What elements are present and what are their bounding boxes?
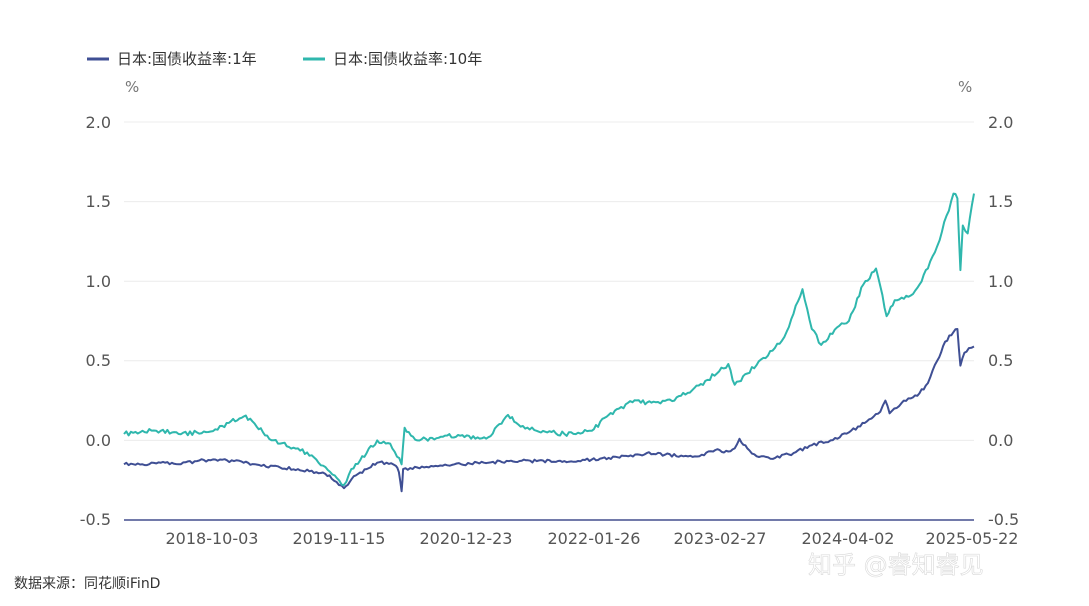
legend: 日本:国债收益率:1年 日本:国债收益率:10年 — [87, 50, 482, 68]
right-y-tick: 1.0 — [988, 272, 1013, 291]
legend-label-1y: 日本:国债收益率:1年 — [117, 50, 257, 68]
right-y-tick: -0.5 — [988, 510, 1019, 529]
x-tick: 2024-04-02 — [802, 529, 895, 548]
x-axis: 2018-10-03 2019-11-15 2020-12-23 2022-01… — [166, 529, 1019, 548]
series-line-1y — [123, 328, 975, 493]
right-y-tick: 2.0 — [988, 113, 1013, 132]
watermark: 知乎 @睿知睿见 — [808, 551, 984, 579]
x-tick: 2022-01-26 — [548, 529, 641, 548]
grid-lines — [124, 121, 974, 441]
x-tick: 2018-10-03 — [166, 529, 259, 548]
right-axis-unit: % — [958, 78, 972, 96]
left-y-tick: 0.0 — [86, 431, 111, 450]
left-axis-unit: % — [125, 78, 139, 96]
series-line-10y — [123, 192, 975, 486]
left-y-tick: 1.0 — [86, 272, 111, 291]
left-y-tick: -0.5 — [80, 510, 111, 529]
x-tick: 2023-02-27 — [674, 529, 767, 548]
left-y-tick: 1.5 — [86, 192, 111, 211]
left-y-tick: 2.0 — [86, 113, 111, 132]
series-layer — [123, 192, 975, 493]
right-y-tick: 0.5 — [988, 351, 1013, 370]
x-tick: 2020-12-23 — [420, 529, 513, 548]
legend-label-10y: 日本:国债收益率:10年 — [333, 50, 482, 68]
x-tick: 2019-11-15 — [293, 529, 386, 548]
source-note: 数据来源：同花顺iFinD — [14, 576, 160, 592]
right-y-axis: 2.0 1.5 1.0 0.5 0.0 -0.5 — [988, 113, 1019, 529]
left-y-axis: 2.0 1.5 1.0 0.5 0.0 -0.5 — [80, 113, 111, 529]
right-y-tick: 1.5 — [988, 192, 1013, 211]
x-tick: 2025-05-22 — [926, 529, 1019, 548]
right-y-tick: 0.0 — [988, 431, 1013, 450]
left-y-tick: 0.5 — [86, 351, 111, 370]
